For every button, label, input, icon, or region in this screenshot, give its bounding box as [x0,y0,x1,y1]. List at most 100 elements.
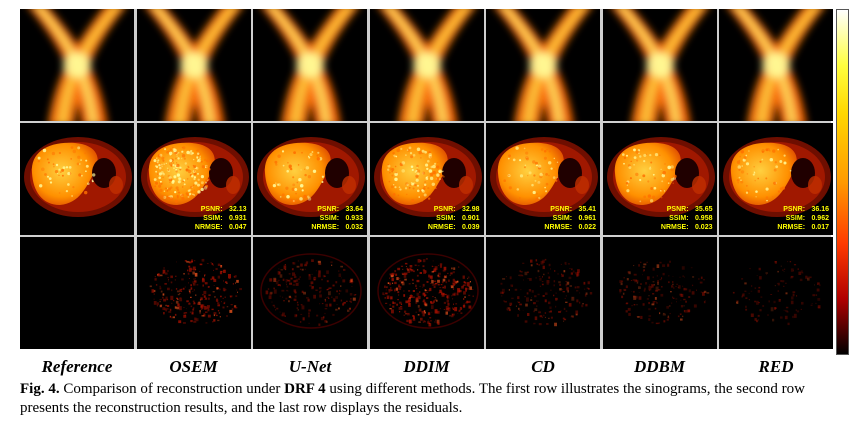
ssim-metric: SSIM: 0.961 [544,214,596,223]
sinogram-graphic [369,9,484,121]
ssim-value: 0.958 [694,215,713,222]
psnr-value: 32.13 [228,206,247,213]
ssim-metric: SSIM: 0.931 [195,214,247,223]
sinogram-graphic [486,9,600,121]
residual-graphic [602,237,717,349]
ssim-label: SSIM: [319,215,340,222]
reconstruction-graphic [369,123,484,235]
nrmse-value: 0.017 [811,224,829,231]
psnr-value: 35.41 [578,206,596,213]
residual-graphic [369,237,484,349]
nrmse-value: 0.022 [578,224,596,231]
psnr-label: PSNR: [783,206,806,213]
ssim-label: SSIM: [436,215,456,222]
sinogram-graphic [719,9,833,121]
metrics-overlay: PSNR: 32.98 SSIM: 0.901 NRMSE: 0.039 [428,205,480,232]
residual-image-osem [136,237,251,349]
residual-image-reference [20,237,134,349]
nrmse-label: NRMSE: [660,224,689,231]
psnr-value: 35.65 [694,206,713,213]
psnr-label: PSNR: [433,206,456,213]
nrmse-metric: NRMSE: 0.032 [311,223,363,232]
comparison-figure-grid: PSNR: 32.13 SSIM: 0.931 NRMSE: 0.047 PSNR: … [20,9,833,349]
ssim-value: 0.961 [578,215,596,222]
residual-image-u-net [253,237,367,349]
figure-caption: Fig. 4. Comparison of reconstruction und… [20,380,850,418]
nrmse-value: 0.032 [345,224,363,231]
psnr-value: 32.98 [461,206,480,213]
reconstruction-image-u-net: PSNR: 33.64 SSIM: 0.933 NRMSE: 0.032 [253,123,367,235]
nrmse-metric: NRMSE: 0.017 [777,223,829,232]
residual-image-ddim [369,237,484,349]
nrmse-value: 0.023 [694,224,713,231]
psnr-metric: PSNR: 36.16 [777,205,829,214]
psnr-metric: PSNR: 33.64 [311,205,363,214]
ssim-label: SSIM: [552,215,573,222]
method-label-ddim: DDIM [403,357,450,376]
method-labels: Reference OSEM U-Net DDIM CD DDBM RED [20,356,831,378]
residual-graphic [486,237,600,349]
method-label-red: RED [758,357,794,376]
metrics-overlay: PSNR: 33.64 SSIM: 0.933 NRMSE: 0.032 [311,205,363,232]
psnr-label: PSNR: [666,206,689,213]
ssim-label: SSIM: [203,215,223,222]
sinogram-image-red [719,9,833,121]
caption-drf: DRF 4 [284,381,326,397]
reconstruction-graphic [136,123,251,235]
sinogram-graphic [20,9,134,121]
nrmse-value: 0.039 [461,224,480,231]
psnr-label: PSNR: [200,206,223,213]
metrics-overlay: PSNR: 36.16 SSIM: 0.962 NRMSE: 0.017 [777,205,829,232]
method-label-ddbm: DDBM [633,357,685,376]
reconstruction-graphic [602,123,717,235]
residual-graphic [253,237,367,349]
sinogram-image-reference [20,9,134,121]
nrmse-label: NRMSE: [777,224,806,231]
sinogram-image-osem [136,9,251,121]
nrmse-metric: NRMSE: 0.022 [544,223,596,232]
ssim-value: 0.962 [811,215,829,222]
nrmse-label: NRMSE: [311,224,340,231]
ssim-value: 0.901 [461,215,480,222]
reconstruction-image-osem: PSNR: 32.13 SSIM: 0.931 NRMSE: 0.047 [136,123,251,235]
reconstruction-image-cd: PSNR: 35.41 SSIM: 0.961 NRMSE: 0.022 [486,123,600,235]
ssim-metric: SSIM: 0.958 [661,214,713,223]
colorbar [836,9,849,355]
reconstruction-graphic [253,123,367,235]
sinogram-image-ddbm [602,9,717,121]
ssim-metric: SSIM: 0.901 [428,214,480,223]
ssim-metric: SSIM: 0.933 [311,214,363,223]
psnr-value: 36.16 [811,206,829,213]
metrics-overlay: PSNR: 35.41 SSIM: 0.961 NRMSE: 0.022 [544,205,596,232]
nrmse-value: 0.047 [228,224,247,231]
psnr-metric: PSNR: 32.13 [195,205,247,214]
ssim-value: 0.931 [228,215,247,222]
caption-text-2: using different methods. The first row i… [20,381,806,416]
psnr-label: PSNR: [317,206,340,213]
ssim-label: SSIM: [669,215,689,222]
residual-graphic [20,237,134,349]
sinogram-graphic [253,9,367,121]
nrmse-metric: NRMSE: 0.047 [195,223,247,232]
residual-image-ddbm [602,237,717,349]
ssim-value: 0.933 [345,215,363,222]
residual-image-red [719,237,833,349]
reconstruction-image-ddim: PSNR: 32.98 SSIM: 0.901 NRMSE: 0.039 [369,123,484,235]
caption-fig-number: Fig. 4. [20,381,60,397]
reconstruction-graphic [20,123,134,235]
residual-image-cd [486,237,600,349]
method-label-u-net: U-Net [288,357,332,376]
method-label-reference: Reference [41,357,113,376]
method-label-osem: OSEM [169,357,218,376]
psnr-metric: PSNR: 35.41 [544,205,596,214]
reconstruction-graphic [486,123,600,235]
nrmse-label: NRMSE: [544,224,573,231]
reconstruction-image-red: PSNR: 36.16 SSIM: 0.962 NRMSE: 0.017 [719,123,833,235]
reconstruction-graphic [719,123,833,235]
caption-text-1: Comparison of reconstruction under [59,381,285,397]
metrics-overlay: PSNR: 32.13 SSIM: 0.931 NRMSE: 0.047 [195,205,247,232]
nrmse-metric: NRMSE: 0.023 [661,223,713,232]
sinogram-image-ddim [369,9,484,121]
residual-graphic [719,237,833,349]
sinogram-graphic [602,9,717,121]
